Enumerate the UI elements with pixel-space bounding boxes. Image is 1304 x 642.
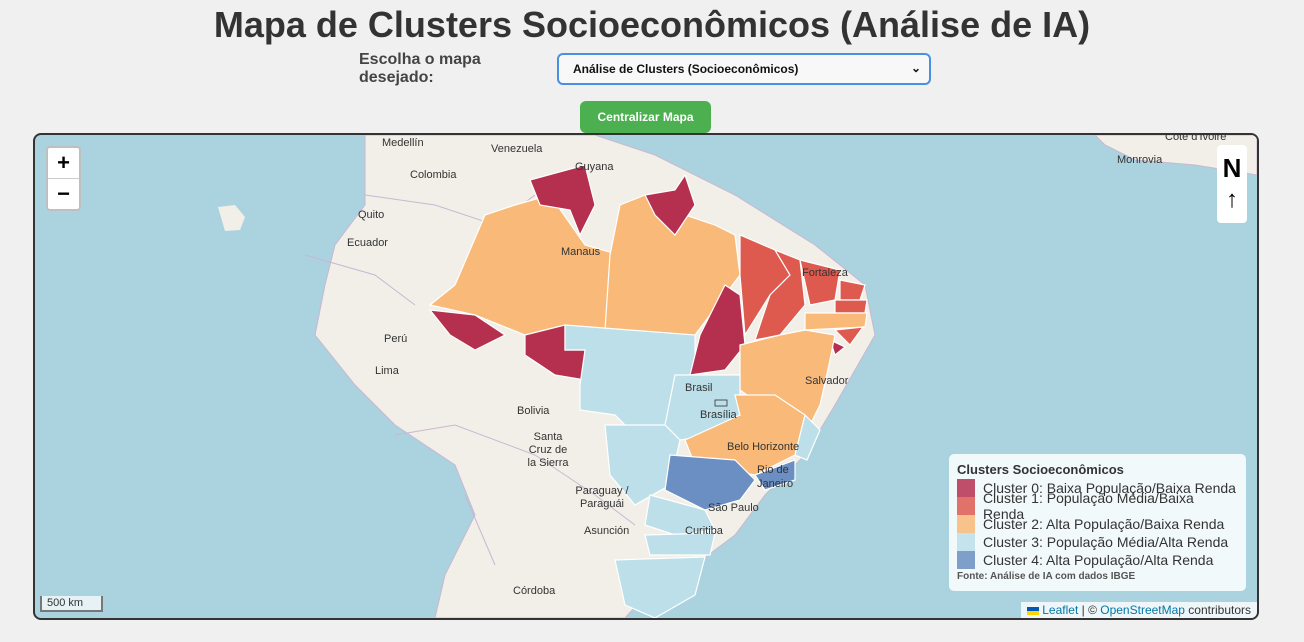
place-label: Brasil [685, 382, 713, 394]
attribution-separator: | © [1078, 603, 1101, 617]
legend-swatch [957, 533, 975, 551]
state-distrito-federal [714, 399, 728, 407]
place-label: Fortaleza [802, 267, 848, 279]
state-piaui [754, 248, 806, 341]
legend: Clusters Socioeconômicos Cluster 0: Baix… [949, 454, 1246, 591]
place-label: Belo Horizonte [727, 441, 800, 453]
legend-item: Cluster 0: Baixa População/Baixa Renda [957, 479, 1238, 497]
basemap [218, 135, 1257, 618]
legend-item: Cluster 1: População Média/Baixa Renda [957, 490, 1238, 522]
zoom-control: + − [46, 146, 81, 211]
place-label: Côte d'Ivoire [1165, 133, 1227, 143]
place-label: Medellín [382, 137, 424, 149]
legend-item-label: Cluster 2: Alta População/Baixa Renda [983, 516, 1225, 532]
map-select-value: Análise de Clusters (Socioeconômicos) [573, 62, 799, 76]
place-label: Salvador [805, 375, 849, 387]
state-tocantins [689, 284, 746, 376]
state-santa-catarina [644, 532, 716, 556]
place-label: Bolivia [517, 405, 550, 417]
state-rio-grande-do-sul [614, 556, 706, 618]
legend-item: Cluster 2: Alta População/Baixa Renda [957, 515, 1238, 533]
place-label: Manaus [561, 246, 601, 258]
map-attribution: Leaflet | © OpenStreetMap contributors [1021, 602, 1257, 618]
state-parana [644, 494, 716, 536]
state-rio-de-janeiro [754, 459, 796, 491]
osm-link[interactable]: OpenStreetMap [1100, 603, 1185, 617]
state-pernambuco [804, 312, 868, 331]
legend-title: Clusters Socioeconômicos [957, 462, 1124, 477]
legend-swatch [957, 551, 975, 569]
map-select[interactable]: Análise de Clusters (Socioeconômicos) ⌄ [557, 53, 931, 85]
place-label: Guyana [575, 161, 614, 173]
state-sao-paulo [664, 454, 756, 511]
state-acre [428, 309, 507, 351]
place-label: Monrovia [1117, 154, 1163, 166]
legend-item-label: Cluster 3: População Média/Alta Renda [983, 534, 1229, 550]
place-label: Rio de Janeiro [757, 464, 794, 490]
legend-item: Cluster 3: População Média/Alta Renda [957, 533, 1238, 551]
legend-item-label: Cluster 4: Alta População/Alta Renda [983, 552, 1214, 568]
north-label: N [1222, 153, 1242, 183]
page-title: Mapa de Clusters Socioeconômicos (Anális… [213, 4, 1091, 45]
place-label: Brasília [700, 409, 737, 421]
galapagos-land [218, 205, 245, 231]
place-label: Lima [375, 365, 399, 377]
north-arrow-control: N ↑ [1217, 145, 1247, 223]
place-label: Colombia [410, 169, 457, 181]
legend-item-label: Cluster 1: População Média/Baixa Renda [982, 490, 1194, 522]
place-label: Asunción [584, 525, 630, 537]
ukraine-flag-icon [1027, 606, 1040, 615]
state-espirito-santo [794, 413, 821, 461]
attribution-suffix: contributors [1184, 603, 1251, 617]
state-amazonas [428, 194, 621, 336]
legend-swatch [957, 515, 975, 533]
place-label: Córdoba [513, 585, 556, 597]
scale-bar: 500 km [40, 596, 103, 612]
legend-swatch [957, 479, 975, 497]
place-label: Santa Cruz de la Sierra [527, 431, 569, 469]
chevron-down-icon: ⌄ [910, 61, 921, 75]
place-label: São Paulo [708, 502, 759, 514]
legend-swatch [957, 497, 975, 515]
place-label: Curitiba [685, 525, 723, 537]
zoom-in-button[interactable]: + [57, 150, 70, 175]
legend-item: Cluster 4: Alta População/Alta Renda [957, 551, 1238, 569]
place-label: Ecuador [347, 237, 388, 249]
place-label: Perú [384, 333, 408, 345]
place-label: Quito [358, 209, 385, 221]
place-label: Venezuela [491, 143, 543, 155]
map-container[interactable]: Medellín Venezuela Guyana Colombia Quito… [33, 133, 1259, 620]
zoom-out-button[interactable]: − [48, 178, 79, 209]
state-alagoas [833, 326, 865, 346]
state-paraiba [834, 299, 868, 314]
map-select-label: Escolha o mapa desejado: [359, 51, 481, 86]
legend-source: Fonte: Análise de IA com dados IBGE [957, 571, 1136, 582]
center-map-button[interactable]: Centralizar Mapa [580, 101, 711, 133]
state-roraima [529, 164, 596, 237]
state-amapa [644, 173, 696, 236]
africa-land [1094, 135, 1257, 176]
north-arrow-icon: ↑ [1226, 186, 1238, 213]
leaflet-link[interactable]: Leaflet [1042, 603, 1079, 617]
place-label: Paraguay / Paraguái [575, 485, 629, 510]
legend-item-label: Cluster 0: Baixa População/Baixa Renda [983, 480, 1236, 496]
